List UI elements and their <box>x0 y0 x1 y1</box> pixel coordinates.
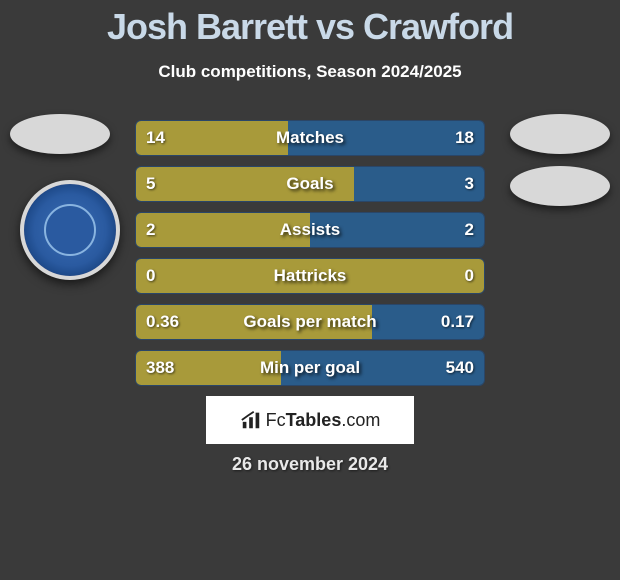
stat-label: Hattricks <box>274 266 347 286</box>
stat-left-value: 5 <box>146 174 155 194</box>
stat-row: 2 Assists 2 <box>135 212 485 248</box>
stat-label: Min per goal <box>260 358 360 378</box>
date: 26 november 2024 <box>0 454 620 475</box>
logo-text: FcTables.com <box>266 410 381 431</box>
club-badge-left <box>20 180 120 280</box>
stat-row: 0.36 Goals per match 0.17 <box>135 304 485 340</box>
stat-label: Matches <box>276 128 344 148</box>
stat-right-value: 18 <box>455 128 474 148</box>
stat-left-value: 388 <box>146 358 174 378</box>
stat-right-value: 0 <box>465 266 474 286</box>
player-left-avatar <box>10 114 110 154</box>
page-title: Josh Barrett vs Crawford <box>0 0 620 48</box>
player-right-avatar <box>510 114 610 154</box>
stat-row: 14 Matches 18 <box>135 120 485 156</box>
stat-label: Assists <box>280 220 340 240</box>
stat-right-value: 3 <box>465 174 474 194</box>
stat-row: 0 Hattricks 0 <box>135 258 485 294</box>
stats-bars: 14 Matches 18 5 Goals 3 2 Assists 2 0 Hattricks 0 0.… <box>135 120 485 396</box>
stat-left-value: 0.36 <box>146 312 179 332</box>
chart-icon <box>240 409 262 431</box>
subtitle: Club competitions, Season 2024/2025 <box>0 62 620 82</box>
stat-left-value: 2 <box>146 220 155 240</box>
stat-left-value: 14 <box>146 128 165 148</box>
stat-row: 388 Min per goal 540 <box>135 350 485 386</box>
player-right-avatar-2 <box>510 166 610 206</box>
stat-label: Goals per match <box>243 312 376 332</box>
stat-right-value: 0.17 <box>441 312 474 332</box>
fctables-logo: FcTables.com <box>206 396 414 444</box>
stat-label: Goals <box>286 174 333 194</box>
stat-right-value: 540 <box>446 358 474 378</box>
stat-row: 5 Goals 3 <box>135 166 485 202</box>
stat-right-value: 2 <box>465 220 474 240</box>
stat-left-value: 0 <box>146 266 155 286</box>
club-badge-inner <box>44 204 96 256</box>
